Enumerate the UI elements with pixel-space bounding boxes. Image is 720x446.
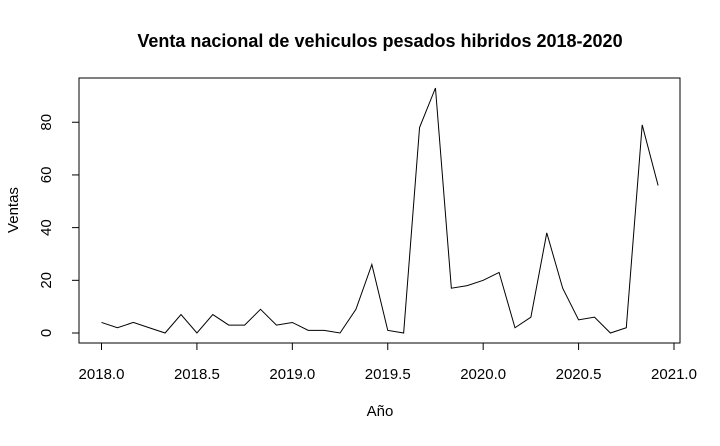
x-tick-label: 2019.5 bbox=[365, 366, 411, 383]
y-axis: 0 20 40 60 80 bbox=[38, 114, 80, 337]
x-tick-label: 2019.0 bbox=[269, 366, 315, 383]
series-line bbox=[101, 87, 659, 334]
x-axis-label: Año bbox=[367, 403, 394, 420]
y-axis-label: Ventas bbox=[5, 187, 22, 233]
x-tick-label: 2018.0 bbox=[79, 366, 125, 383]
x-tick-label: 2018.5 bbox=[174, 366, 220, 383]
y-tick-label: 20 bbox=[38, 272, 55, 289]
x-tick-label: 2021.0 bbox=[651, 366, 697, 383]
x-tick-label: 2020.0 bbox=[460, 366, 506, 383]
y-tick-label: 80 bbox=[38, 114, 55, 131]
y-tick-label: 0 bbox=[38, 329, 55, 337]
x-axis: 2018.0 2018.5 2019.0 2019.5 2020.0 2020.5 2021… bbox=[79, 342, 697, 383]
y-tick-label: 60 bbox=[38, 167, 55, 184]
x-tick-label: 2020.5 bbox=[556, 366, 602, 383]
y-tick-label: 40 bbox=[38, 219, 55, 236]
chart-title: Venta nacional de vehiculos pesados hibr… bbox=[137, 31, 622, 51]
